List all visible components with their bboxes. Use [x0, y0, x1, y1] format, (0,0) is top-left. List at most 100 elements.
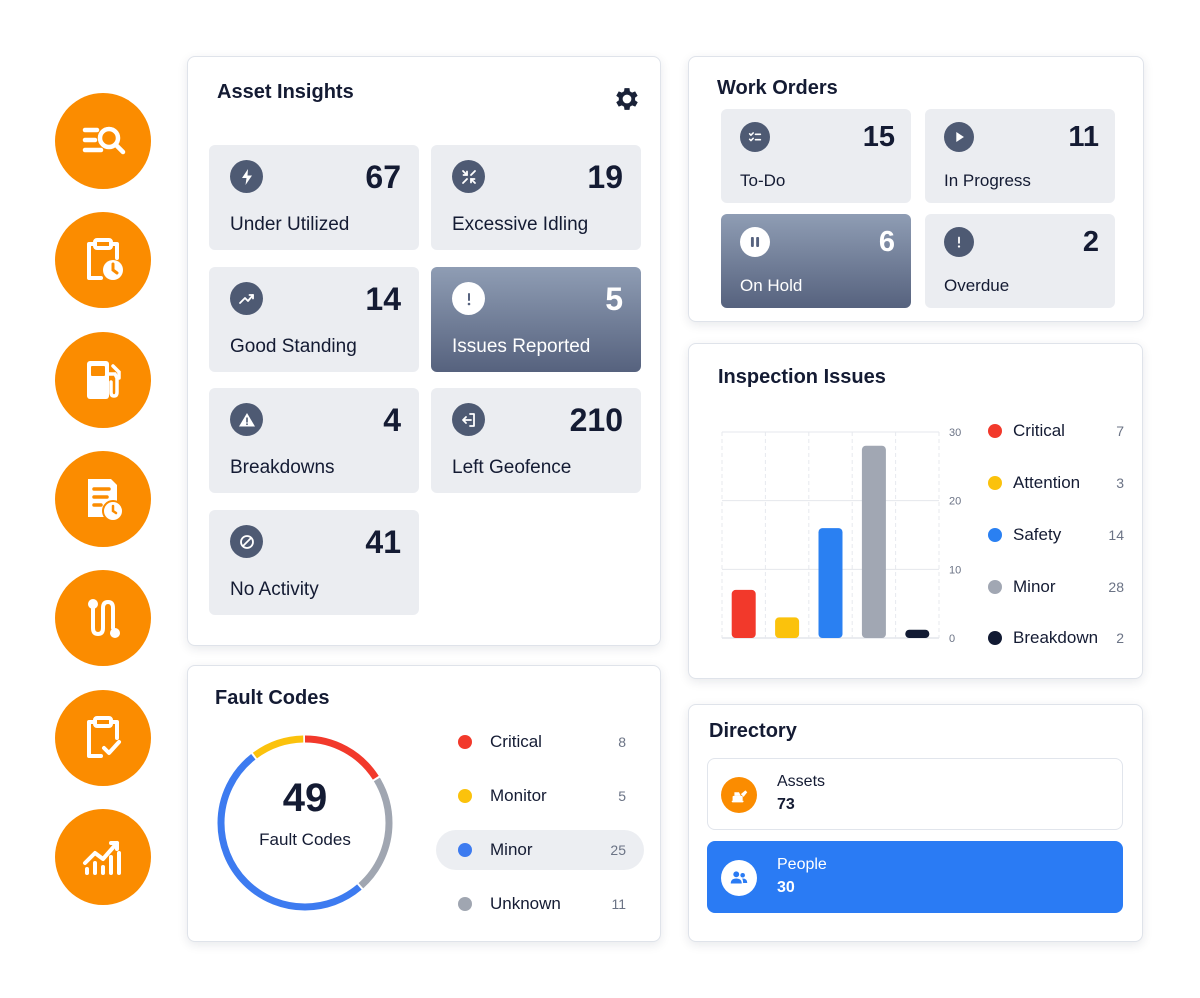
tile-label: Breakdowns — [230, 457, 335, 478]
legend-dot — [988, 476, 1002, 490]
shrink-arrows-icon — [452, 160, 485, 193]
donut-segment-unknown[interactable] — [217, 735, 393, 911]
rail-routes-button[interactable] — [55, 570, 151, 666]
asset-insights-card: Asset Insights 67 Under Utilized 19 Exce… — [187, 56, 661, 646]
rail-inspections-button[interactable] — [55, 690, 151, 786]
legend-dot — [458, 843, 472, 857]
y-tick-label: 20 — [949, 496, 961, 508]
gear-icon[interactable] — [612, 84, 642, 114]
rail-reports-button[interactable] — [55, 809, 151, 905]
tile-good-standing[interactable]: 14 Good Standing — [209, 267, 419, 372]
clipboard-clock-icon — [87, 238, 123, 280]
warning-triangle-icon — [230, 403, 263, 436]
tile-issues-reported[interactable]: 5 Issues Reported — [431, 267, 641, 372]
directory-row-people[interactable]: People 30 — [707, 841, 1123, 913]
fault-codes-total: 49 — [282, 776, 328, 820]
legend-value: 3 — [1116, 475, 1124, 491]
rail-search-button[interactable] — [55, 93, 151, 189]
tile-overdue[interactable]: 2 Overdue — [925, 214, 1115, 308]
tile-in-progress[interactable]: 11 In Progress — [925, 109, 1115, 203]
rail-schedule-button[interactable] — [55, 212, 151, 308]
directory-row-value: 30 — [777, 879, 795, 896]
tile-value: 2 — [1082, 226, 1099, 258]
people-icon — [721, 860, 757, 896]
inspection-bar-chart: 0 10 20 30 — [721, 427, 961, 644]
tile-value: 11 — [1068, 121, 1099, 153]
rail-documents-button[interactable] — [55, 451, 151, 547]
legend-dot — [458, 897, 472, 911]
legend-dot — [988, 631, 1002, 645]
legend-value: 25 — [610, 842, 626, 858]
tile-value: 5 — [605, 281, 623, 317]
legend-item-breakdown[interactable]: Breakdown 2 — [988, 627, 1128, 649]
legend-label: Unknown — [490, 894, 561, 913]
tile-left-geofence[interactable]: 210 Left Geofence — [431, 388, 641, 493]
legend-dot — [988, 528, 1002, 542]
bar-breakdown[interactable] — [905, 629, 930, 638]
directory-row-label: People — [777, 856, 827, 873]
legend-dot — [458, 789, 472, 803]
tile-label: Under Utilized — [230, 214, 350, 235]
tile-breakdowns[interactable]: 4 Breakdowns — [209, 388, 419, 493]
legend-item-attention[interactable]: Attention 3 — [988, 472, 1128, 494]
tile-value: 15 — [862, 121, 895, 153]
tile-under-utilized[interactable]: 67 Under Utilized — [209, 145, 419, 250]
tile-label: In Progress — [944, 171, 1031, 190]
legend-label: Minor — [1013, 577, 1056, 596]
legend-value: 11 — [611, 896, 626, 912]
tile-value: 4 — [383, 402, 401, 438]
donut-segment-critical[interactable] — [217, 735, 393, 911]
tile-value: 210 — [569, 402, 623, 438]
tile-value: 14 — [365, 281, 401, 317]
search-list-icon — [82, 126, 126, 155]
tile-to-do[interactable]: 15 To-Do — [721, 109, 911, 203]
work-orders-title: Work Orders — [717, 77, 838, 99]
legend-label: Safety — [1013, 525, 1062, 544]
legend-item-unknown[interactable]: Unknown 11 — [436, 885, 644, 923]
bar-attention[interactable] — [775, 617, 800, 638]
donut-segment-minor[interactable] — [217, 735, 393, 911]
legend-label: Critical — [490, 732, 542, 751]
legend-dot — [458, 735, 472, 749]
trend-chart-icon — [83, 841, 121, 875]
rail-fuel-button[interactable] — [55, 332, 151, 428]
directory-row-assets[interactable]: Assets 73 — [707, 758, 1123, 830]
tile-on-hold[interactable]: 6 On Hold — [721, 214, 911, 308]
tile-label: Issues Reported — [452, 336, 591, 357]
lightning-icon — [230, 160, 263, 193]
fuel-pump-icon — [87, 361, 121, 399]
legend-item-critical[interactable]: Critical 7 — [988, 420, 1128, 442]
excavator-icon — [721, 777, 757, 813]
tile-value: 41 — [365, 524, 401, 560]
pause-icon — [740, 227, 770, 257]
tile-label: To-Do — [740, 171, 786, 190]
legend-value: 28 — [1108, 579, 1124, 595]
legend-dot — [988, 580, 1002, 594]
legend-item-minor[interactable]: Minor 28 — [988, 576, 1128, 598]
bar-safety[interactable] — [818, 528, 843, 638]
tile-excessive-idling[interactable]: 19 Excessive Idling — [431, 145, 641, 250]
checklist-icon — [740, 122, 770, 152]
legend-item-minor[interactable]: Minor 25 — [436, 830, 644, 870]
inspection-issues-title: Inspection Issues — [718, 366, 886, 388]
legend-value: 7 — [1116, 423, 1124, 439]
fault-codes-donut — [217, 735, 393, 911]
alert-circle-icon — [452, 282, 485, 315]
play-icon — [944, 122, 974, 152]
tile-value: 67 — [365, 159, 401, 195]
legend-item-monitor[interactable]: Monitor 5 — [436, 777, 644, 815]
asset-insights-title: Asset Insights — [217, 81, 354, 103]
tile-value: 19 — [587, 159, 623, 195]
bar-critical[interactable] — [731, 589, 756, 638]
y-tick-label: 30 — [949, 427, 961, 439]
legend-item-critical[interactable]: Critical 8 — [436, 723, 644, 761]
tile-label: Overdue — [944, 276, 1010, 295]
legend-item-safety[interactable]: Safety 14 — [988, 524, 1128, 546]
legend-label: Critical — [1013, 421, 1065, 440]
tile-no-activity[interactable]: 41 No Activity — [209, 510, 419, 615]
tile-label: Good Standing — [230, 336, 357, 357]
trend-up-icon — [230, 282, 263, 315]
directory-row-label: Assets — [777, 773, 826, 790]
legend-label: Minor — [490, 840, 533, 859]
bar-minor[interactable] — [861, 445, 886, 638]
